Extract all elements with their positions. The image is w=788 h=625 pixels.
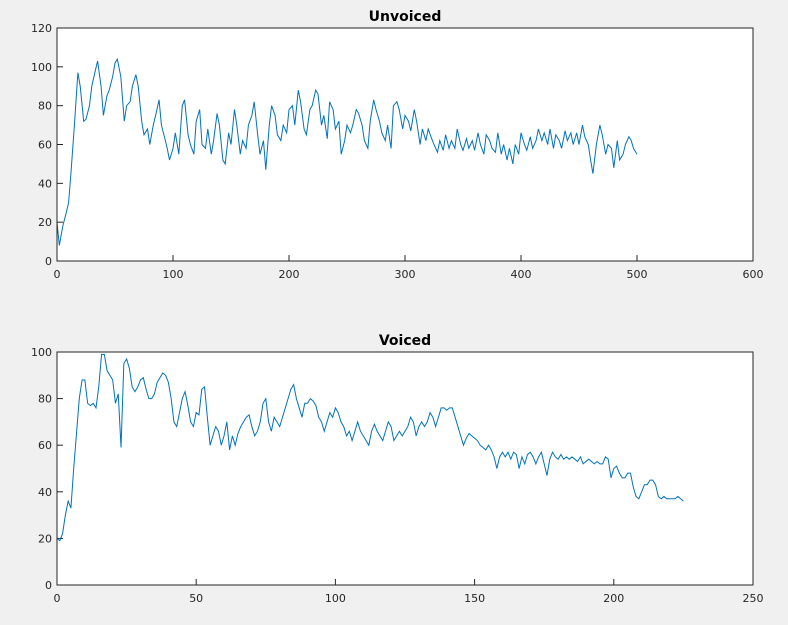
- x-tick-label: 200: [279, 268, 300, 281]
- y-tick-label: 60: [38, 439, 52, 452]
- y-tick-label: 0: [45, 579, 52, 592]
- x-tick-label: 50: [189, 592, 203, 605]
- y-tick-label: 100: [31, 346, 52, 359]
- y-tick-label: 60: [38, 139, 52, 152]
- plot-area: [57, 352, 753, 585]
- chart-title: Unvoiced: [369, 9, 442, 25]
- x-tick-label: 100: [163, 268, 184, 281]
- x-tick-label: 100: [325, 592, 346, 605]
- data-line: [56, 353, 684, 542]
- y-tick-label: 40: [38, 177, 52, 190]
- x-tick-label: 0: [54, 268, 61, 281]
- y-tick-label: 0: [45, 255, 52, 268]
- x-tick-label: 400: [511, 268, 532, 281]
- y-tick-label: 80: [38, 393, 52, 406]
- x-tick-label: 0: [54, 592, 61, 605]
- y-tick-label: 20: [38, 532, 52, 545]
- y-tick-label: 80: [38, 100, 52, 113]
- y-tick-label: 40: [38, 486, 52, 499]
- y-tick-label: 100: [31, 61, 52, 74]
- data-line: [56, 57, 638, 246]
- x-tick-label: 250: [743, 592, 764, 605]
- x-tick-label: 300: [395, 268, 416, 281]
- x-tick-label: 150: [464, 592, 485, 605]
- x-tick-label: 600: [743, 268, 764, 281]
- x-tick-label: 200: [603, 592, 624, 605]
- plot-area: [57, 28, 753, 261]
- y-tick-label: 120: [31, 22, 52, 35]
- x-tick-label: 500: [627, 268, 648, 281]
- y-tick-label: 20: [38, 216, 52, 229]
- axes-box: [56, 351, 754, 586]
- axes-box: [56, 27, 754, 262]
- chart-title: Voiced: [379, 333, 431, 349]
